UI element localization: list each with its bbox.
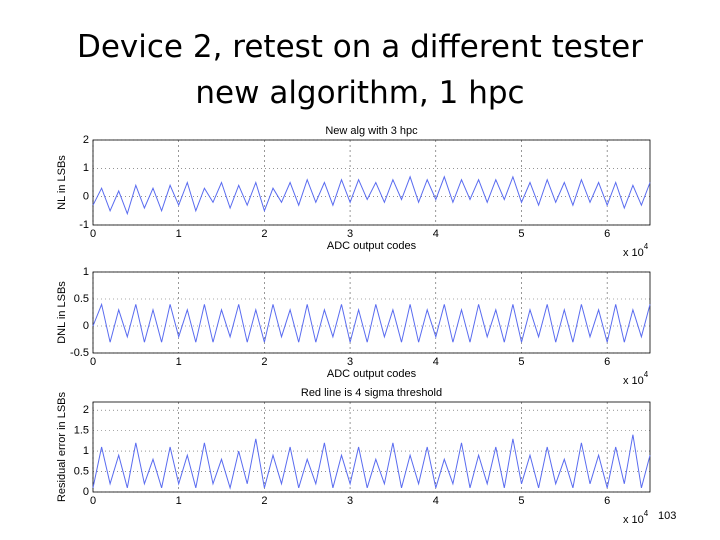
y-tick-label: -1 <box>79 219 89 231</box>
x-tick-label: 3 <box>347 356 353 368</box>
x-scale-label: x 104 <box>623 509 649 526</box>
y-tick-label: 0.5 <box>74 293 89 305</box>
y-tick-label: 1 <box>83 162 89 174</box>
x-scale-label: x 104 <box>623 370 649 387</box>
y-tick-label: 0 <box>83 191 89 203</box>
data-line <box>92 434 651 490</box>
x-tick-label: 2 <box>261 228 267 240</box>
y-tick-label: 1 <box>83 266 89 278</box>
chart-title: New alg with 3 hpc <box>325 125 418 137</box>
x-scale-base: x 10 <box>623 375 644 387</box>
x-tick-label: 4 <box>433 356 439 368</box>
x-tick-label: 3 <box>347 495 353 507</box>
x-scale-exponent: 4 <box>644 509 649 518</box>
x-tick-label: 5 <box>518 495 524 507</box>
slide-title: Device 2, retest on a different tester <box>77 29 643 65</box>
plot-frame <box>92 271 651 354</box>
x-tick-label: 1 <box>176 356 182 368</box>
y-axis-label: NL in LSBs <box>56 155 68 210</box>
x-scale-exponent: 4 <box>644 370 649 379</box>
x-tick-label: 0 <box>90 495 96 507</box>
x-tick-label: 0 <box>90 228 96 240</box>
data-line <box>92 175 651 216</box>
x-tick-label: 6 <box>604 356 610 368</box>
y-axis-label: DNL in LSBs <box>56 281 68 344</box>
x-scale-label: x 104 <box>623 242 649 259</box>
x-tick-label: 0 <box>90 356 96 368</box>
x-tick-label: 6 <box>604 495 610 507</box>
x-tick-label: 4 <box>433 228 439 240</box>
x-tick-label: 2 <box>261 356 267 368</box>
plot-frame <box>92 139 651 226</box>
x-tick-label: 5 <box>518 228 524 240</box>
x-tick-label: 6 <box>604 228 610 240</box>
chart-title: Red line is 4 sigma threshold <box>301 387 442 399</box>
y-tick-label: 0 <box>83 320 89 332</box>
y-tick-label: 2 <box>83 134 89 146</box>
y-tick-label: 0 <box>83 486 89 498</box>
page-number: 103 <box>658 510 676 522</box>
x-axis-label: ADC output codes <box>327 240 417 252</box>
y-tick-label: 1.5 <box>74 425 89 437</box>
x-scale-base: x 10 <box>623 247 644 259</box>
x-tick-label: 1 <box>176 495 182 507</box>
plot-frame <box>92 401 651 493</box>
x-tick-label: 4 <box>433 495 439 507</box>
x-tick-label: 1 <box>176 228 182 240</box>
x-axis-label: ADC output codes <box>327 368 417 380</box>
data-line <box>92 302 651 343</box>
y-tick-label: 0.5 <box>74 465 89 477</box>
y-tick-label: 2 <box>83 404 89 416</box>
y-axis-label: Residual error in LSBs <box>56 391 68 502</box>
x-scale-exponent: 4 <box>644 242 649 251</box>
x-tick-label: 2 <box>261 495 267 507</box>
x-tick-label: 3 <box>347 228 353 240</box>
x-tick-label: 5 <box>518 356 524 368</box>
y-tick-label: -0.5 <box>70 347 89 359</box>
x-scale-base: x 10 <box>623 514 644 526</box>
y-tick-label: 1 <box>83 445 89 457</box>
slide-title: new algorithm, 1 hpc <box>195 75 524 111</box>
